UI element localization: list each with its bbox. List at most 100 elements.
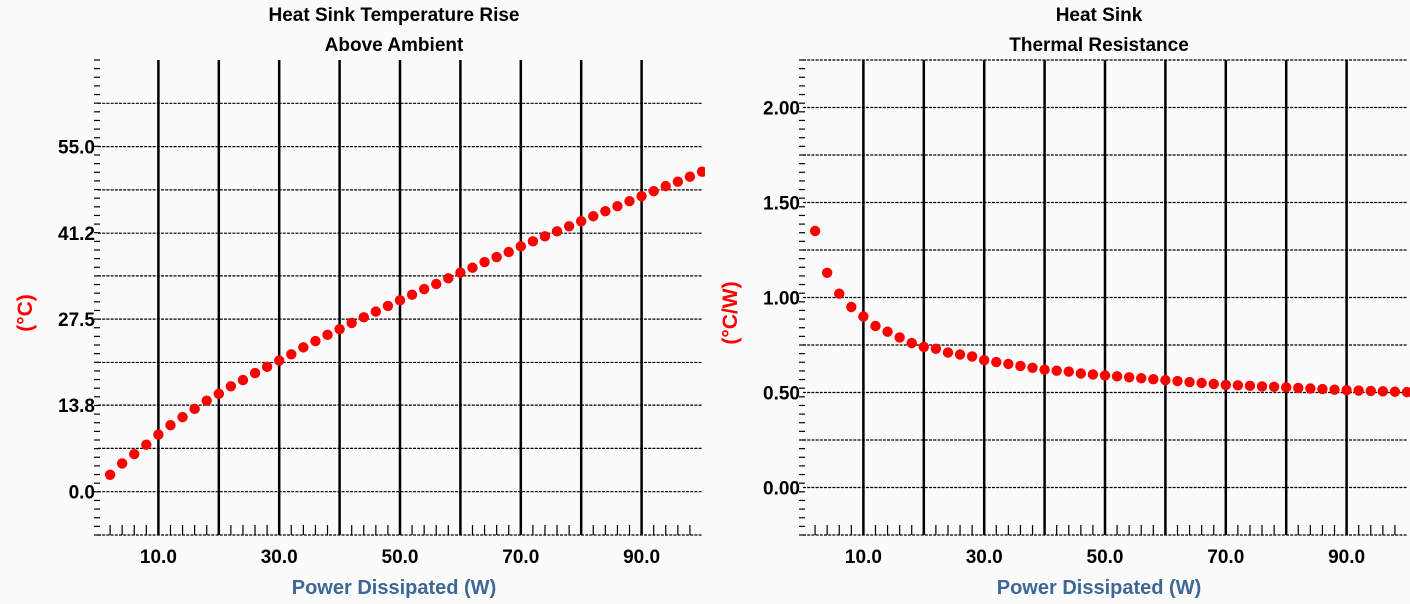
y-tick-label: 1.00 xyxy=(763,289,800,310)
data-point xyxy=(563,221,575,232)
data-point xyxy=(672,176,684,187)
data-point xyxy=(491,251,502,263)
data-point xyxy=(1232,380,1244,391)
data-point xyxy=(189,403,200,415)
x-tick-label: 70.0 xyxy=(502,547,539,568)
x-tick-label: 30.0 xyxy=(966,547,1003,568)
data-point xyxy=(467,262,478,273)
data-point xyxy=(1111,371,1123,382)
plot-area: 10.0 30.0 50.0 70.0 90.0 0.0 13.8 27.5 41.2 55.0 xyxy=(58,59,705,568)
data-point xyxy=(261,361,273,373)
data-point xyxy=(1220,379,1231,391)
data-point xyxy=(129,448,140,460)
data-point xyxy=(1136,373,1147,384)
data-point xyxy=(576,216,587,227)
x-tick-label: 70.0 xyxy=(1207,547,1244,568)
x-tick-label: 90.0 xyxy=(1328,547,1365,568)
data-point xyxy=(1039,364,1050,375)
data-point xyxy=(882,326,893,337)
data-point xyxy=(1365,385,1376,397)
data-point xyxy=(809,225,821,237)
data-point xyxy=(930,343,942,354)
plot-area: 10.0 30.0 50.0 70.0 90.0 0.00 0.50 1.00 1.50 2.00 xyxy=(763,59,1410,568)
data-point xyxy=(979,355,990,366)
data-point xyxy=(1196,377,1207,389)
data-point xyxy=(1015,360,1026,372)
data-point xyxy=(1051,365,1062,376)
data-point xyxy=(600,206,611,217)
data-point xyxy=(1172,375,1183,387)
data-point xyxy=(696,166,705,177)
data-point xyxy=(846,301,857,313)
data-point xyxy=(503,246,514,258)
data-point xyxy=(1377,386,1389,397)
data-point xyxy=(1148,374,1159,385)
data-point xyxy=(274,355,285,366)
y-axis-label: (°C) xyxy=(14,294,37,332)
data-point xyxy=(1208,378,1219,390)
x-axis-label: Power Dissipated (W) xyxy=(292,577,496,599)
y-tick-label: 0.00 xyxy=(763,479,800,500)
data-point xyxy=(870,320,881,332)
data-point xyxy=(1123,372,1135,383)
data-point xyxy=(1281,382,1292,393)
data-point xyxy=(394,295,406,306)
data-point xyxy=(648,185,659,197)
data-point xyxy=(286,349,297,360)
x-tick-label: 50.0 xyxy=(1087,547,1124,568)
data-point xyxy=(991,356,1002,368)
data-point xyxy=(1389,386,1401,397)
data-point xyxy=(1087,369,1099,380)
y-tick-label: 13.8 xyxy=(58,396,95,417)
y-tick-label: 2.00 xyxy=(763,99,800,120)
data-point xyxy=(237,374,249,386)
x-tick-label: 90.0 xyxy=(623,547,660,568)
data-point xyxy=(1305,383,1316,394)
data-point xyxy=(660,180,671,192)
data-point xyxy=(213,388,224,400)
y-axis-label: (°C/W) xyxy=(719,281,742,344)
data-point xyxy=(1160,374,1171,386)
data-point xyxy=(1256,381,1268,392)
data-point xyxy=(177,411,188,423)
data-point xyxy=(1063,366,1074,377)
data-point xyxy=(834,288,845,299)
data-point xyxy=(894,332,905,343)
data-point xyxy=(539,231,551,242)
data-point xyxy=(1184,376,1195,388)
data-point xyxy=(1317,383,1328,395)
chart-title-line-1: Heat Sink Temperature Rise xyxy=(269,5,520,26)
data-point xyxy=(249,367,261,379)
x-tick-label: 30.0 xyxy=(261,547,298,568)
data-point xyxy=(1027,362,1038,373)
data-point xyxy=(918,341,929,353)
data-point xyxy=(858,311,869,322)
data-point xyxy=(382,300,394,312)
y-tick-label: 41.2 xyxy=(58,224,95,245)
x-tick-label: 10.0 xyxy=(140,547,177,568)
data-point xyxy=(479,256,490,268)
y-tick-label: 0.0 xyxy=(69,483,95,504)
chart-title-line-2: Thermal Resistance xyxy=(1009,35,1189,56)
data-point xyxy=(1244,380,1256,392)
chart-title-line-2: Above Ambient xyxy=(325,35,464,56)
data-point xyxy=(1003,358,1014,370)
chart-title-line-1: Heat Sink xyxy=(1056,5,1143,26)
data-point xyxy=(165,419,176,431)
data-point xyxy=(821,267,833,278)
data-point xyxy=(515,241,526,252)
data-point xyxy=(1268,381,1280,392)
data-point xyxy=(443,273,454,284)
data-point xyxy=(322,329,333,341)
data-point xyxy=(298,342,309,353)
data-point xyxy=(201,395,212,406)
x-tick-label: 50.0 xyxy=(382,547,419,568)
data-point xyxy=(612,201,623,212)
data-point xyxy=(406,289,418,300)
data-point xyxy=(141,439,152,450)
data-point xyxy=(418,283,430,295)
data-point xyxy=(334,323,345,335)
x-tick-label: 10.0 xyxy=(845,547,882,568)
y-tick-label: 27.5 xyxy=(58,310,95,331)
data-point xyxy=(346,317,357,329)
